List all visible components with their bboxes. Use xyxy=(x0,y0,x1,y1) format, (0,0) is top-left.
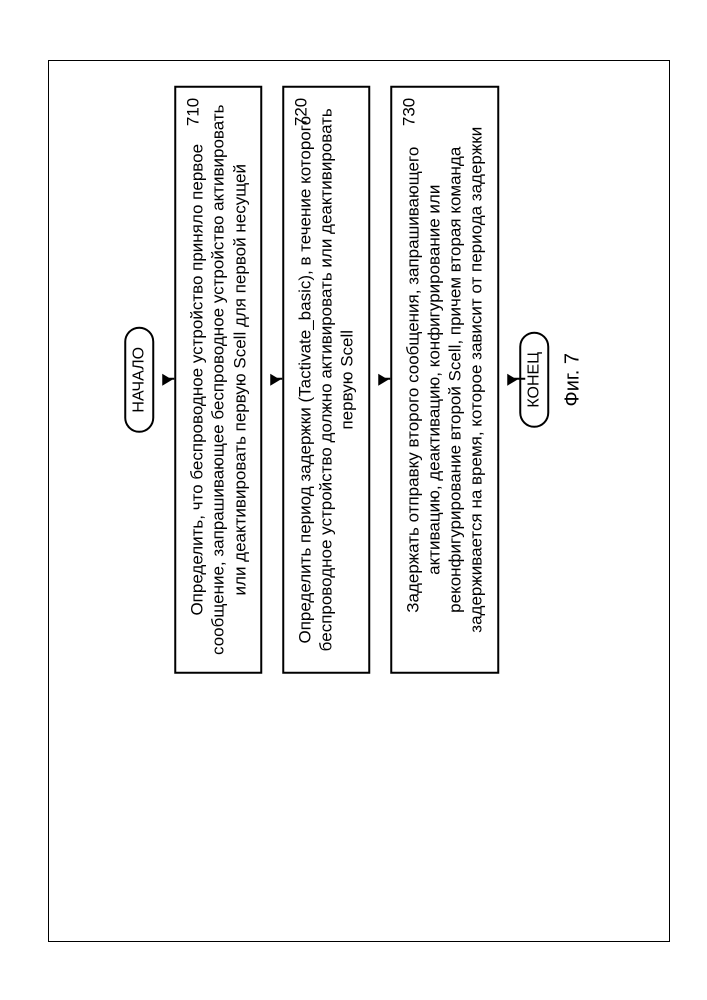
step-720: 720 Определить период задержки (Tactivat… xyxy=(282,86,370,674)
flowchart-diagram: НАЧАЛО 710 Определить, что беспроводное … xyxy=(124,20,584,740)
step-text: Задержать отправку второго сообщения, за… xyxy=(402,127,485,633)
flow-column: НАЧАЛО 710 Определить, что беспроводное … xyxy=(124,20,584,740)
figure-label: Фиг. 7 xyxy=(560,353,583,406)
step-text: Определить, что беспроводное устройство … xyxy=(187,105,249,656)
step-730: 730 Задержать отправку второго сообщения… xyxy=(389,86,498,674)
step-text: Определить период задержки (Tactivate_ba… xyxy=(295,108,357,651)
step-710: 710 Определить, что беспроводное устройс… xyxy=(174,86,262,674)
step-number: 710 xyxy=(182,98,203,126)
start-terminator: НАЧАЛО xyxy=(124,327,154,433)
page: 7/8 НАЧАЛО 710 Определить, что беспровод… xyxy=(0,0,707,1000)
step-number: 720 xyxy=(290,98,311,126)
end-terminator: КОНЕЦ xyxy=(518,332,548,428)
step-number: 730 xyxy=(397,98,418,126)
